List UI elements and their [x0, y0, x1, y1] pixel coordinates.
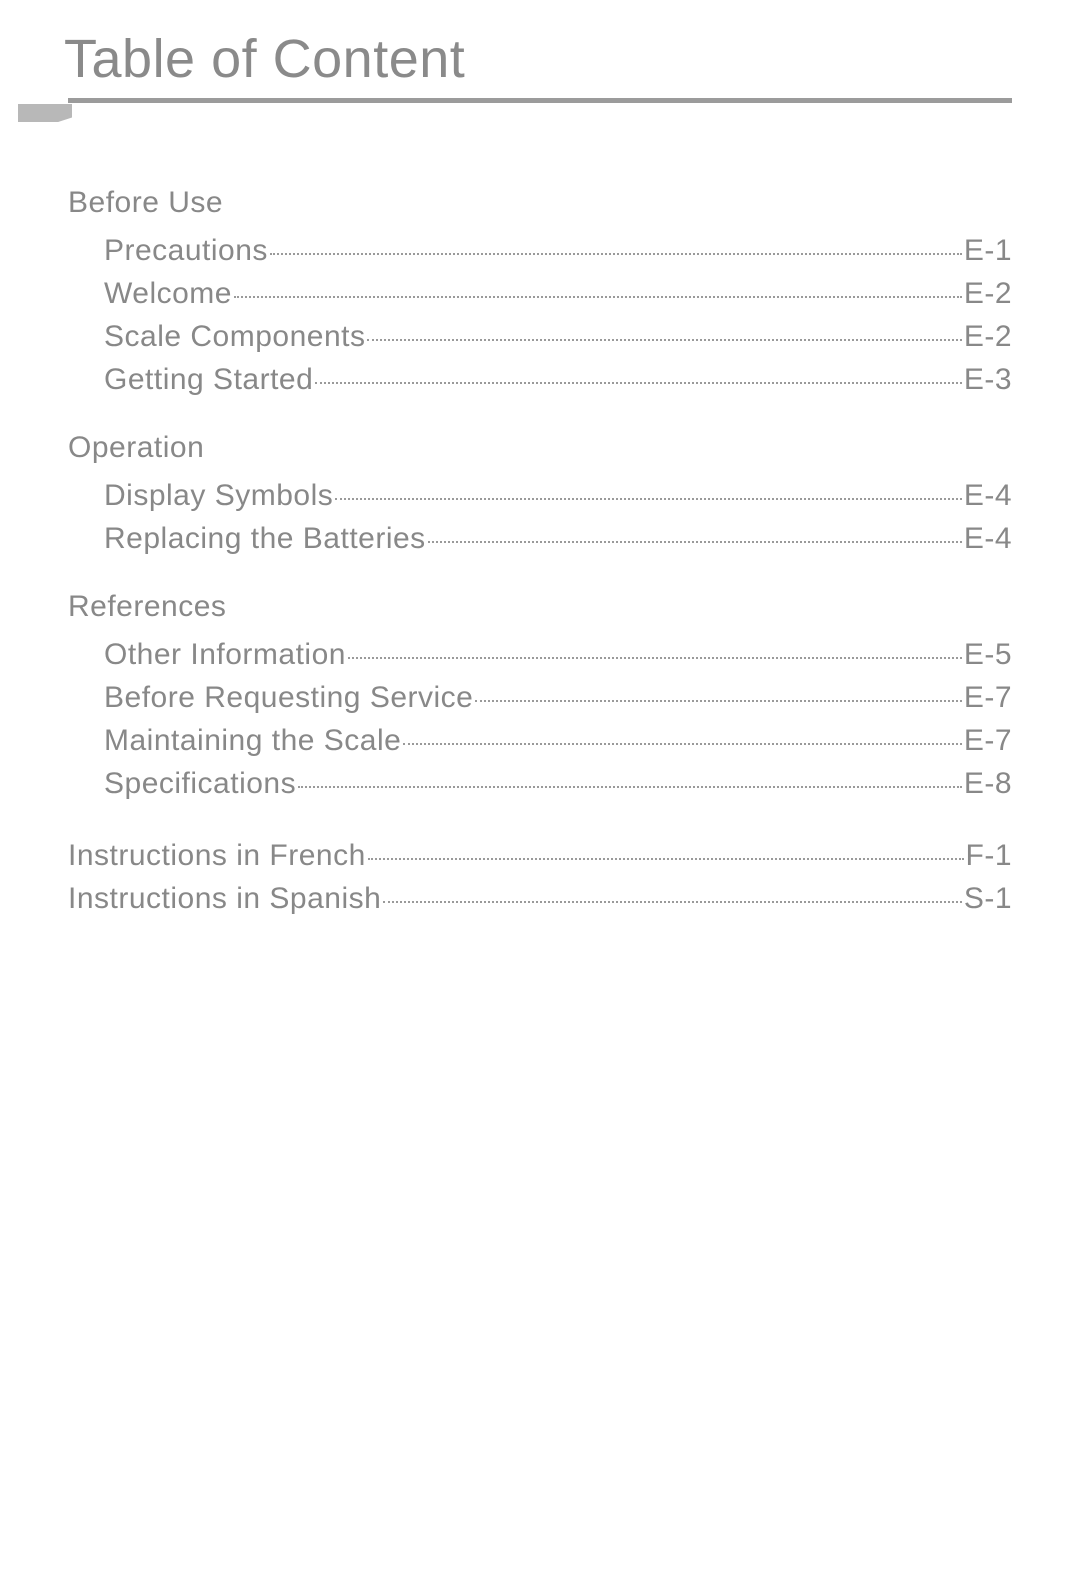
toc-entry: Precautions E-1 — [68, 234, 1012, 268]
leader-dots — [315, 382, 962, 384]
toc-entry: Scale Components E-2 — [68, 320, 1012, 354]
toc-label: Instructions in French — [68, 839, 366, 873]
leader-dots — [403, 743, 961, 745]
section-heading: Operation — [68, 431, 1012, 465]
toc-page-number: E-4 — [964, 522, 1012, 556]
toc-page-number: E-2 — [964, 277, 1012, 311]
leader-dots — [368, 858, 964, 860]
toc-page: Table of Content Before Use Precautions … — [0, 0, 1080, 1569]
toc-label: Precautions — [104, 234, 268, 268]
leader-dots — [298, 786, 962, 788]
toc-label: Specifications — [104, 767, 296, 801]
toc-page-number: E-1 — [964, 234, 1012, 268]
toc-entry: Display Symbols E-4 — [68, 479, 1012, 513]
toc-page-number: E-3 — [964, 363, 1012, 397]
toc-body: Before Use Precautions E-1 Welcome E-2 S… — [68, 186, 1012, 916]
toc-page-number: E-5 — [964, 638, 1012, 672]
toc-entry: Other Information E-5 — [68, 638, 1012, 672]
toc-label: Display Symbols — [104, 479, 333, 513]
toc-entry: Specifications E-8 — [68, 767, 1012, 801]
leader-dots — [475, 700, 961, 702]
page-title: Table of Content — [64, 28, 1012, 90]
toc-page-number: E-4 — [964, 479, 1012, 513]
leader-dots — [234, 296, 962, 298]
toc-label: Getting Started — [104, 363, 313, 397]
title-rule — [68, 98, 1012, 118]
toc-entry: Maintaining the Scale E-7 — [68, 724, 1012, 758]
toc-page-number: S-1 — [964, 882, 1012, 916]
section-heading: Before Use — [68, 186, 1012, 220]
toc-label: Scale Components — [104, 320, 365, 354]
toc-label: Before Requesting Service — [104, 681, 473, 715]
leader-dots — [367, 339, 961, 341]
leader-dots — [428, 541, 962, 543]
language-links: Instructions in French F-1 Instructions … — [68, 839, 1012, 916]
toc-label: Replacing the Batteries — [104, 522, 426, 556]
toc-page-number: E-7 — [964, 724, 1012, 758]
toc-entry: Replacing the Batteries E-4 — [68, 522, 1012, 556]
toc-entry: Instructions in Spanish S-1 — [68, 882, 1012, 916]
rule-main — [68, 98, 1012, 103]
leader-dots — [335, 498, 962, 500]
toc-page-number: E-7 — [964, 681, 1012, 715]
toc-page-number: F-1 — [966, 839, 1013, 873]
toc-entry: Instructions in French F-1 — [68, 839, 1012, 873]
toc-label: Other Information — [104, 638, 346, 672]
toc-page-number: E-2 — [964, 320, 1012, 354]
toc-entry: Before Requesting Service E-7 — [68, 681, 1012, 715]
toc-entry: Getting Started E-3 — [68, 363, 1012, 397]
toc-page-number: E-8 — [964, 767, 1012, 801]
rule-tail — [18, 104, 72, 122]
section-heading: References — [68, 590, 1012, 624]
toc-label: Instructions in Spanish — [68, 882, 381, 916]
toc-entry: Welcome E-2 — [68, 277, 1012, 311]
leader-dots — [348, 657, 962, 659]
toc-label: Maintaining the Scale — [104, 724, 401, 758]
toc-label: Welcome — [104, 277, 232, 311]
leader-dots — [383, 901, 961, 903]
leader-dots — [270, 253, 962, 255]
